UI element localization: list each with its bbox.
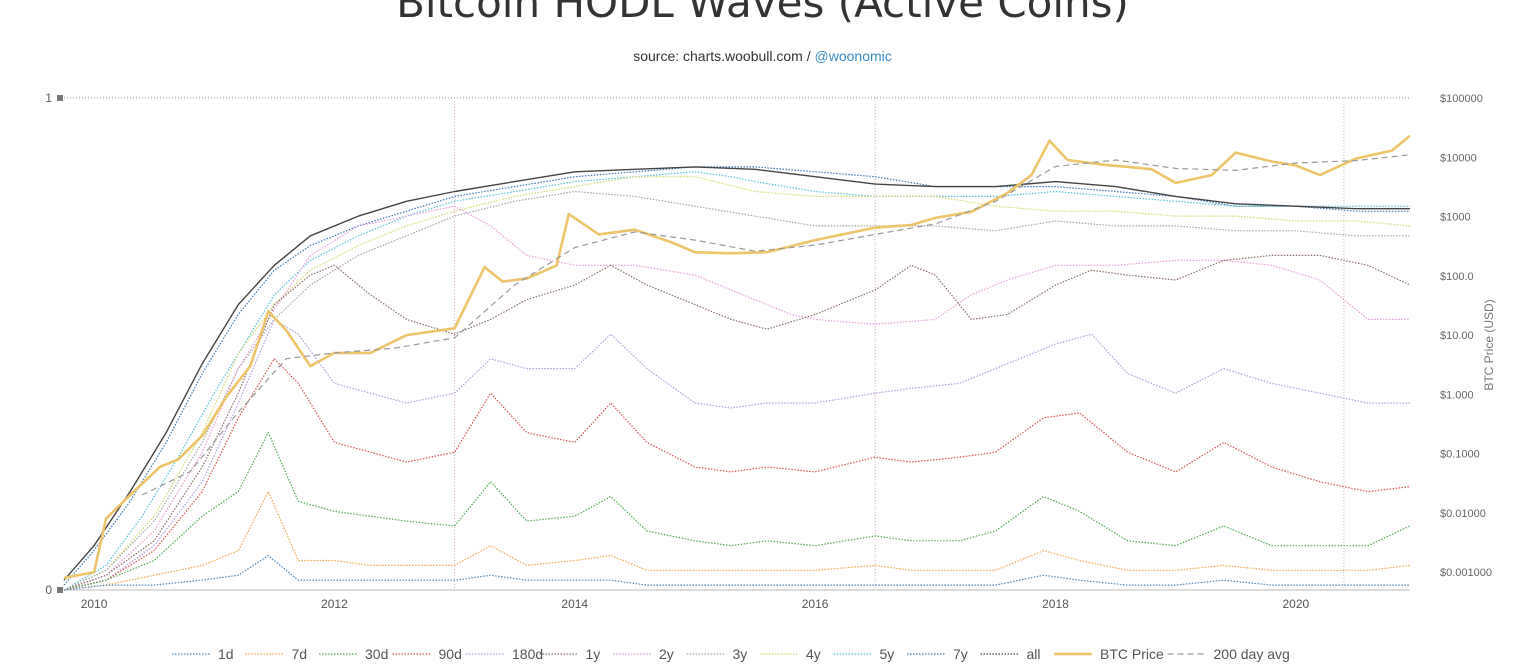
series-line-7y [63,166,1410,586]
series-line-2y [63,205,1410,591]
legend-label-1d: 1d [218,646,234,662]
x-tick-label: 2018 [1042,597,1069,611]
series-line-90d [63,358,1411,591]
y-right-tick-label: $100000 [1440,93,1483,105]
legend-label-7y: 7y [953,646,968,662]
y-right-tick-label: $10000 [1440,152,1477,164]
author-handle-link[interactable]: @woonomic [814,48,892,64]
legend-label-30d: 30d [365,646,388,662]
series-line-180d [63,318,1410,591]
series-line-all [63,166,1410,581]
x-tick-label: 2012 [321,597,348,611]
y-right-tick-label: $100.0 [1440,271,1474,283]
legend-label-2y: 2y [659,646,674,662]
series-line-1y [63,254,1411,591]
legend-label-7d: 7d [292,646,308,662]
chart-title: Bitcoin HODL Waves (Active Coins) [396,0,1129,27]
x-tick-label: 2014 [561,597,588,611]
x-tick-label: 2020 [1282,597,1309,611]
series-layer [63,134,1411,591]
series-line-4y [63,176,1411,591]
axis-layer: 0 1 $100000 $10000 $1000 $100.0 $10.00 $1.000 $0… [45,91,1496,611]
series-line-7d [63,491,1411,591]
legend-label-5y: 5y [880,646,895,662]
chart-subtitle: source: charts.woobull.com / @woonomic [0,48,1525,64]
y-left-tick-mark [57,95,63,101]
series-line-3y [63,190,1410,591]
y-right-tick-label: $0.001000 [1440,567,1492,579]
legend-label-180d: 180d [512,646,543,662]
legend-label-90d: 90d [439,646,462,662]
series-line-30d [63,432,1411,591]
y-right-tick-label: $10.00 [1440,330,1474,342]
series-line-avg [141,154,1411,496]
series-line-5y [63,171,1410,591]
x-tick-label: 2010 [81,597,108,611]
legend-label-all: all [1027,646,1041,662]
y-right-tick-label: $1000 [1440,212,1471,224]
y-right-axis-label: BTC Price (USD) [1482,299,1496,390]
y-right-tick-label: $0.1000 [1440,449,1480,461]
grid-layer [64,97,1410,591]
legend-label-btc: BTC Price [1100,646,1164,662]
legend-label-avg: 200 day avg [1214,646,1290,662]
series-line-btc [63,134,1411,580]
y-right-tick-label: $1.000 [1440,389,1474,401]
x-tick-label: 2016 [802,597,829,611]
legend-label-4y: 4y [806,646,821,662]
legend-label-1y: 1y [586,646,601,662]
y-left-tick-mark [57,587,63,593]
legend: 1d 7d 30d 90d 180d 1y 2y 3y 4y 5y 7y all BTC Price 20… [172,646,1290,662]
series-line-1d [63,555,1410,591]
source-label: source: charts.woobull.com / [633,48,811,64]
legend-label-3y: 3y [733,646,748,662]
y-right-tick-label: $0.01000 [1440,508,1486,520]
y-left-tick-label: 0 [45,583,52,597]
y-left-tick-label: 1 [45,91,52,105]
